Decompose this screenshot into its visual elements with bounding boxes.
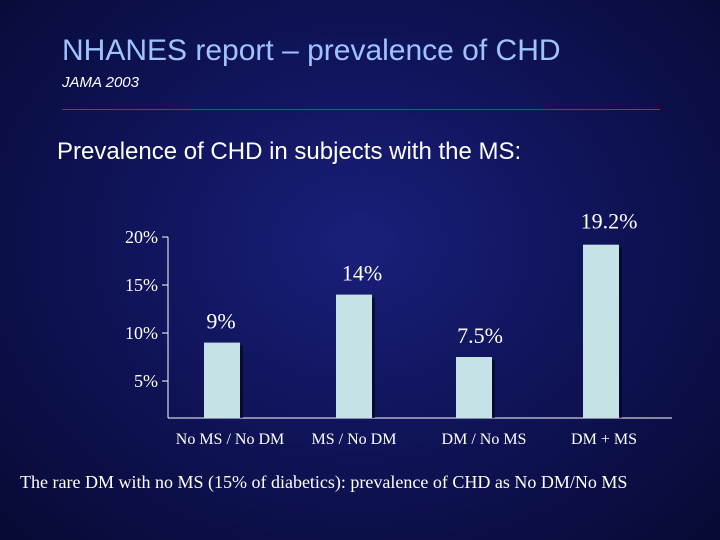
footnote: The rare DM with no MS (15% of diabetics… [20,472,628,492]
slide-title: NHANES report – prevalence of CHD [62,34,561,67]
y-tick-label: 10% [125,323,158,343]
title-divider [62,109,660,110]
bar [204,342,240,418]
y-tick-label: 5% [134,371,158,391]
category-label: DM / No MS [442,431,527,448]
data-label: 9% [206,309,235,334]
y-tick-label: 20% [125,227,158,247]
data-label: 14% [342,261,382,286]
category-label: MS / No DM [312,431,397,448]
data-label: 19.2% [581,209,638,234]
bar [456,357,492,418]
category-label: No MS / No DM [176,431,284,448]
data-label: 7.5% [457,323,503,348]
y-tick-label: 15% [125,275,158,295]
bar [336,294,372,418]
slide-subtitle: JAMA 2003 [62,74,139,91]
category-label: DM + MS [571,431,637,448]
chart-heading: Prevalence of CHD in subjects with the M… [57,138,522,165]
bar [583,244,619,418]
